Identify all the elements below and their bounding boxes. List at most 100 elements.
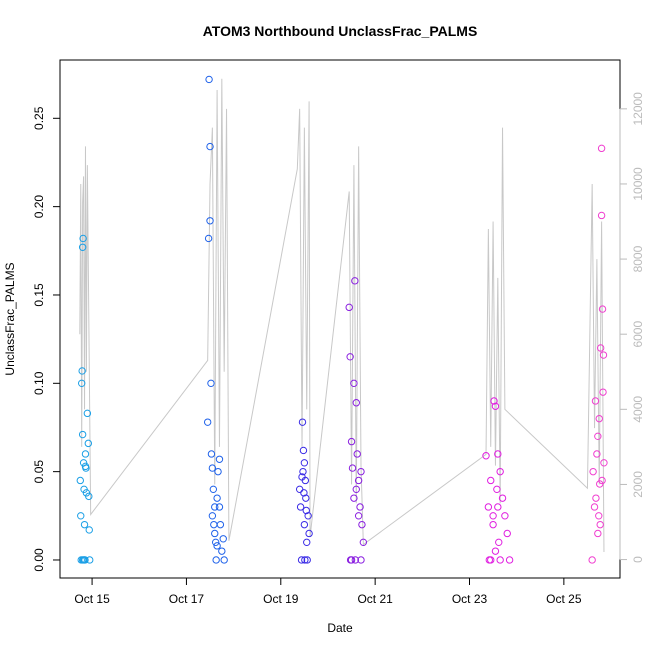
data-point xyxy=(482,452,490,460)
data-point xyxy=(78,379,86,388)
data-point xyxy=(496,467,504,476)
data-point xyxy=(303,538,311,547)
data-point xyxy=(491,402,500,410)
data-point xyxy=(505,556,514,564)
data-point xyxy=(211,503,219,511)
data-point xyxy=(484,503,493,511)
data-point xyxy=(356,503,364,511)
data-point xyxy=(352,399,360,407)
data-point xyxy=(304,512,312,520)
data-point xyxy=(596,344,605,352)
x-tick-label: Oct 21 xyxy=(357,592,393,606)
data-point xyxy=(299,446,308,455)
data-point xyxy=(498,494,507,502)
data-point xyxy=(85,492,93,501)
chart-title: ATOM3 Northbound UnclassFrac_PALMS xyxy=(203,23,478,39)
data-point xyxy=(213,542,221,550)
data-point xyxy=(347,437,356,446)
y2-tick-label: 12000 xyxy=(631,92,645,126)
data-point xyxy=(357,556,365,564)
data-point xyxy=(298,418,307,426)
data-point xyxy=(501,512,509,520)
data-point xyxy=(215,455,224,463)
data-point xyxy=(598,476,606,485)
data-point xyxy=(205,75,213,84)
y2-tick-label: 2000 xyxy=(631,471,645,498)
data-point xyxy=(204,234,213,243)
data-point xyxy=(599,388,607,396)
y-tick-label: 0.15 xyxy=(32,283,46,307)
data-point xyxy=(80,556,89,564)
data-point xyxy=(591,397,600,405)
data-point xyxy=(79,234,87,243)
data-point xyxy=(303,556,311,564)
y2-tick-label: 8000 xyxy=(631,245,645,272)
data-point xyxy=(83,409,92,418)
x-tick-label: Oct 15 xyxy=(74,592,110,606)
data-point xyxy=(353,450,361,458)
data-point xyxy=(489,520,497,529)
data-point xyxy=(78,243,87,251)
data-point xyxy=(220,556,228,564)
data-point xyxy=(589,467,597,476)
data-point xyxy=(597,144,606,153)
data-point xyxy=(352,485,360,494)
x-tick-label: Oct 25 xyxy=(546,592,582,606)
data-point xyxy=(354,476,363,485)
data-point xyxy=(207,450,216,458)
data-point xyxy=(302,506,310,515)
data-point xyxy=(595,512,603,520)
data-point xyxy=(296,503,305,511)
data-point xyxy=(301,556,309,564)
data-point xyxy=(495,538,503,547)
data-point xyxy=(218,547,226,555)
data-point xyxy=(212,556,220,564)
y-tick-label: 0.20 xyxy=(32,195,46,219)
data-point xyxy=(76,476,84,485)
data-point xyxy=(595,414,603,423)
altitude-line xyxy=(79,78,605,553)
data-point xyxy=(357,467,365,476)
data-point xyxy=(203,418,212,426)
data-point xyxy=(350,494,358,502)
data-point xyxy=(219,535,227,543)
data-point xyxy=(213,494,221,502)
data-point xyxy=(346,556,355,564)
data-point xyxy=(351,556,360,564)
data-point xyxy=(216,520,225,529)
x-tick-label: Oct 23 xyxy=(452,592,488,606)
data-point xyxy=(588,556,596,564)
data-point xyxy=(594,529,602,538)
data-point xyxy=(301,476,310,485)
data-point xyxy=(600,459,608,467)
data-point xyxy=(596,520,604,529)
data-point xyxy=(208,512,217,520)
y-tick-label: 0.05 xyxy=(32,460,46,484)
y2-tick-label: 0 xyxy=(631,556,645,563)
data-point xyxy=(345,303,353,312)
data-point xyxy=(494,450,502,458)
data-point xyxy=(300,520,309,529)
data-point xyxy=(78,367,86,375)
y-tick-label: 0.25 xyxy=(32,106,46,130)
data-point xyxy=(211,538,220,547)
data-point xyxy=(77,512,85,520)
data-point xyxy=(496,556,504,564)
data-point xyxy=(215,503,224,511)
data-point xyxy=(84,439,93,448)
y2-tick-label: 6000 xyxy=(631,321,645,348)
data-point xyxy=(487,476,495,485)
data-point xyxy=(206,217,214,225)
data-point xyxy=(300,459,309,467)
data-point xyxy=(78,430,87,439)
data-point xyxy=(81,462,90,471)
data-point xyxy=(206,142,214,151)
data-point xyxy=(590,503,599,511)
data-point xyxy=(351,277,359,285)
data-point xyxy=(350,379,358,388)
data-point xyxy=(300,489,308,497)
x-tick-label: Oct 19 xyxy=(263,592,299,606)
data-point xyxy=(81,450,90,458)
data-point xyxy=(348,464,357,472)
